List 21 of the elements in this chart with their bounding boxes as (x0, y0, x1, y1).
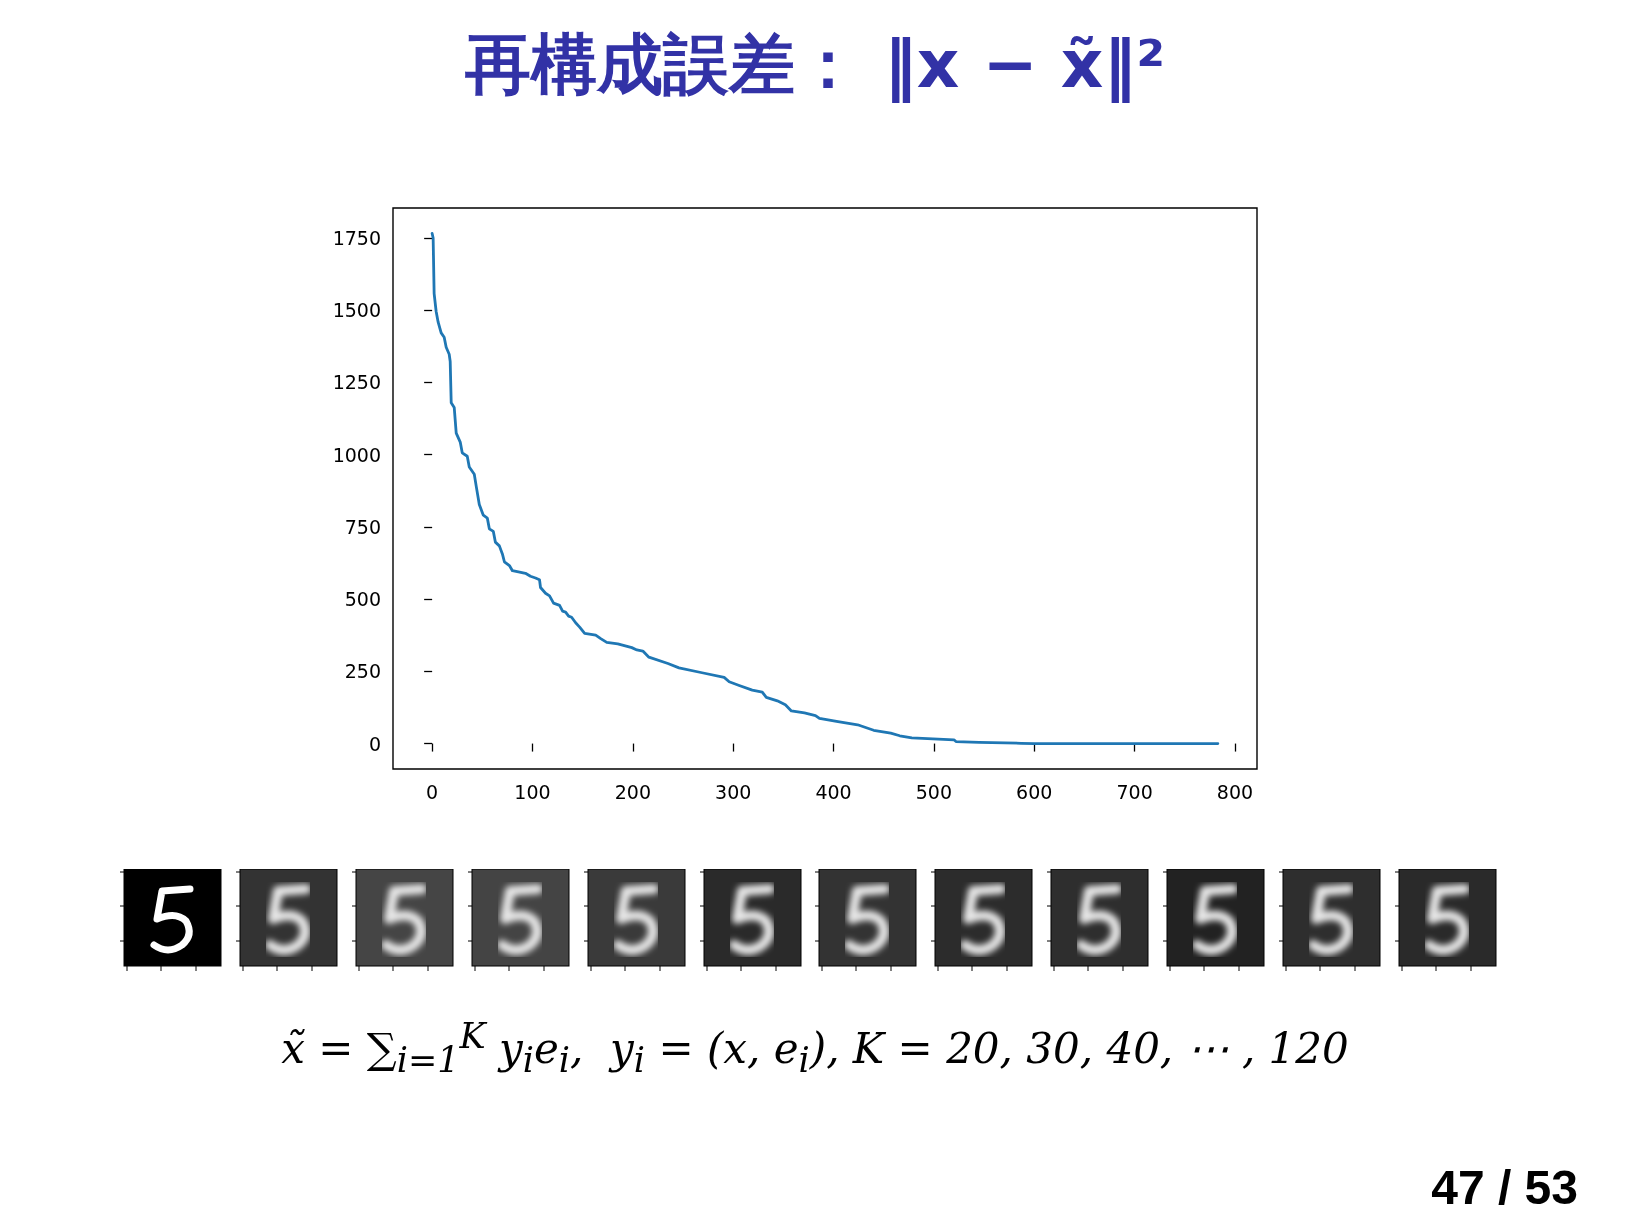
x-tick-label: 500 (915, 780, 953, 803)
line-series (430, 232, 1220, 745)
x-tick-label: 100 (514, 780, 551, 803)
y-tick-label: 1250 (332, 371, 381, 394)
y-tick-label: 750 (344, 515, 381, 538)
x-tick-label: 400 (815, 780, 852, 803)
x-tick-label: 700 (1116, 780, 1153, 803)
y-tick-label: 250 (344, 660, 381, 683)
y-tick-label: 0 (368, 732, 381, 755)
text: x̃ = ∑$_{i=1}$$^{K}$ y$_{i}$e$_{i}$, y$_{i}$ = (x, e$_{i}$), K = 20, 30, 40, ⋯ , 120 (281, 1016, 1349, 1081)
chart-title: 再構成誤差： ‖x − x̃‖² (463, 25, 1166, 104)
y-tick-label: 1750 (332, 226, 381, 249)
text: 47 / 53 (1431, 1160, 1578, 1215)
y-tick-label: 1000 (332, 443, 381, 466)
x-tick-label: 600 (1016, 780, 1053, 803)
x-tick-label: 200 (614, 780, 651, 803)
y-tick-label: 1500 (332, 299, 381, 322)
y-tick-label: 500 (344, 588, 381, 611)
x-tick-label: 800 (1216, 780, 1254, 803)
x-tick-label: 0 (426, 780, 439, 803)
x-tick-label: 300 (715, 780, 752, 803)
